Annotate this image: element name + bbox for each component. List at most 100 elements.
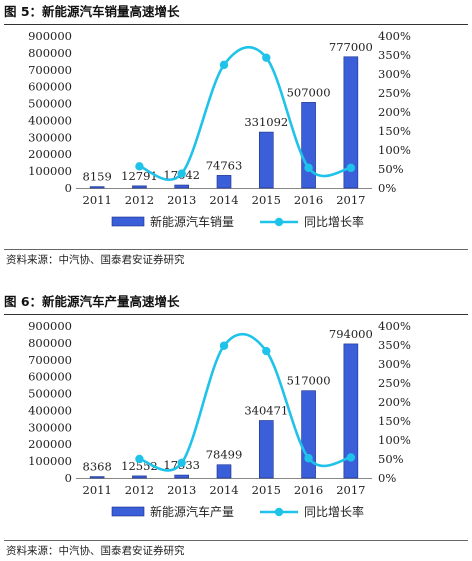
y-tick-label: 300000 xyxy=(28,420,72,434)
x-tick-label: 2017 xyxy=(336,193,365,207)
y-tick-label: 0 xyxy=(65,471,72,485)
growth-point xyxy=(177,458,186,467)
bar xyxy=(258,420,274,479)
bar-data-label: 331092 xyxy=(244,115,288,129)
bar-data-label: 78499 xyxy=(206,448,243,462)
growth-point xyxy=(262,346,271,356)
y2-tick-label: 300% xyxy=(378,67,411,81)
y2-tick-label: 50% xyxy=(378,452,404,466)
figure-6: 图 6：新能源汽车产量高速增长 0 100000 200000 300000 40000… xyxy=(0,286,472,561)
x-tick-label: 2012 xyxy=(125,193,154,207)
y-tick-label: 500000 xyxy=(28,387,72,401)
source-rule xyxy=(4,249,468,250)
bar-data-label: 777000 xyxy=(329,40,373,54)
chart-6: 0 100000 200000 300000 400000 500000 600000 700… xyxy=(28,319,411,519)
x-tick-label: 2016 xyxy=(294,193,323,207)
bar xyxy=(216,464,232,479)
bar-data-label: 340471 xyxy=(244,403,288,417)
legend-line-label: 同比增长率 xyxy=(304,504,364,519)
y-tick-label: 700000 xyxy=(28,63,72,77)
bar-data-label: 12791 xyxy=(121,169,158,183)
legend-bar-swatch xyxy=(111,216,145,227)
y-tick-label: 600000 xyxy=(28,370,72,384)
x-tick-label: 2014 xyxy=(209,483,238,497)
x-tick-label: 2015 xyxy=(252,193,281,207)
y-tick-label: 200000 xyxy=(28,437,72,451)
growth-point xyxy=(346,453,356,462)
legend-bar-swatch xyxy=(111,506,145,517)
growth-point xyxy=(219,60,229,70)
bar xyxy=(216,175,232,189)
bar-data-label: 74763 xyxy=(206,158,243,172)
bar-data-label: 8368 xyxy=(83,460,112,474)
y2-tick-label: 350% xyxy=(378,338,411,352)
chart-5: 0 100000 200000 300000 400000 500000 600000 700… xyxy=(28,29,411,229)
legend-line-label: 同比增长率 xyxy=(304,214,364,229)
bar xyxy=(174,184,190,189)
bar xyxy=(132,185,147,189)
title-rule xyxy=(4,24,468,25)
y2-tick-label: 150% xyxy=(378,124,411,138)
growth-point xyxy=(262,53,271,62)
y-tick-label: 900000 xyxy=(28,319,72,333)
y2-tick-label: 250% xyxy=(378,376,411,390)
x-tick-label: 2015 xyxy=(252,483,281,497)
bar-data-label: 517000 xyxy=(287,374,331,388)
y2-tick-label: 400% xyxy=(378,319,411,333)
y2-tick-label: 50% xyxy=(378,162,404,176)
x-tick-label: 2014 xyxy=(209,193,238,207)
source-rule xyxy=(4,540,468,541)
y2-tick-label: 100% xyxy=(378,143,411,157)
growth-line xyxy=(138,46,352,182)
growth-point xyxy=(346,163,356,173)
y2-tick-label: 0% xyxy=(378,181,396,195)
growth-point xyxy=(135,162,144,171)
y-tick-label: 500000 xyxy=(28,97,72,111)
legend-line-marker xyxy=(274,217,284,227)
growth-point xyxy=(304,163,313,173)
bar xyxy=(174,474,190,479)
x-tick-label: 2012 xyxy=(125,483,154,497)
growth-point xyxy=(135,454,144,464)
x-tick-label: 2017 xyxy=(336,483,365,497)
y-tick-label: 900000 xyxy=(28,29,72,43)
bar xyxy=(89,476,105,479)
x-tick-label: 2011 xyxy=(83,193,112,207)
bar xyxy=(301,390,316,479)
figure-5: 图 5：新能源汽车销量高速增长 0 100000 200000 300000 40000… xyxy=(0,0,472,272)
bar xyxy=(258,131,274,189)
legend-bar-label: 新能源汽车销量 xyxy=(150,214,234,229)
y-tick-label: 400000 xyxy=(28,403,72,417)
bar xyxy=(343,56,359,189)
legend-line-marker xyxy=(274,507,284,517)
y2-tick-label: 250% xyxy=(378,86,411,100)
chart-title: 图 6：新能源汽车产量高速增长 xyxy=(4,294,180,309)
y-tick-label: 700000 xyxy=(28,353,72,367)
bar-data-label: 8159 xyxy=(83,170,112,184)
y-tick-label: 400000 xyxy=(28,113,72,127)
y-tick-label: 0 xyxy=(65,181,72,195)
y2-tick-label: 200% xyxy=(378,105,411,119)
growth-point xyxy=(219,341,229,350)
x-tick-label: 2016 xyxy=(294,483,323,497)
bar-data-label: 507000 xyxy=(287,85,331,99)
y-tick-label: 100000 xyxy=(28,454,72,468)
source-note: 资料来源：中汽协、国泰君安证券研究 xyxy=(6,254,185,266)
x-tick-label: 2013 xyxy=(167,193,196,207)
y2-tick-label: 0% xyxy=(378,471,396,485)
y-tick-label: 800000 xyxy=(28,46,72,60)
source-note: 资料来源：中汽协、国泰君安证券研究 xyxy=(6,545,185,557)
y2-tick-label: 350% xyxy=(378,48,411,62)
y-tick-label: 600000 xyxy=(28,80,72,94)
y-tick-label: 800000 xyxy=(28,336,72,350)
growth-line xyxy=(139,333,352,472)
y-tick-label: 300000 xyxy=(28,130,72,144)
bar xyxy=(301,102,316,189)
y2-tick-label: 200% xyxy=(378,395,411,409)
growth-point xyxy=(177,169,186,178)
x-tick-label: 2011 xyxy=(83,483,112,497)
y-tick-label: 100000 xyxy=(28,164,72,178)
bar-data-label: 794000 xyxy=(329,327,373,341)
chart-title: 图 5：新能源汽车销量高速增长 xyxy=(4,4,180,19)
y2-tick-label: 400% xyxy=(378,29,411,43)
